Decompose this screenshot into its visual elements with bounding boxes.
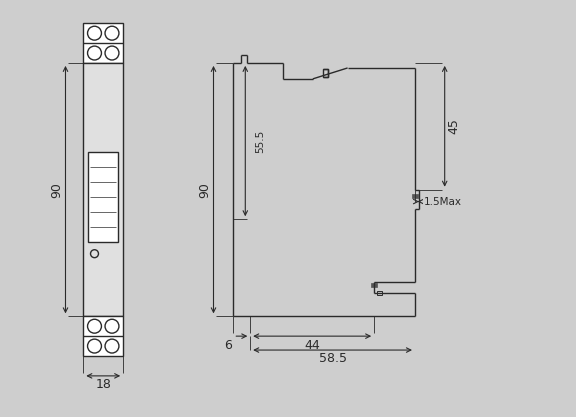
Bar [412,193,418,198]
Text: 55.5: 55.5 [255,129,265,153]
Text: 6: 6 [225,339,232,352]
Bar [377,291,382,295]
Text: 90: 90 [198,182,211,198]
Bar [371,284,377,287]
Text: 18: 18 [95,378,111,391]
Text: 90: 90 [50,182,63,198]
Bar [84,63,123,316]
Bar [84,316,123,356]
Text: 58.5: 58.5 [319,352,347,365]
Bar [323,69,328,77]
Text: 45: 45 [447,118,460,134]
Bar [88,152,118,242]
Bar [84,23,123,63]
Text: 1.5Max: 1.5Max [424,196,462,206]
Text: 44: 44 [304,339,320,352]
